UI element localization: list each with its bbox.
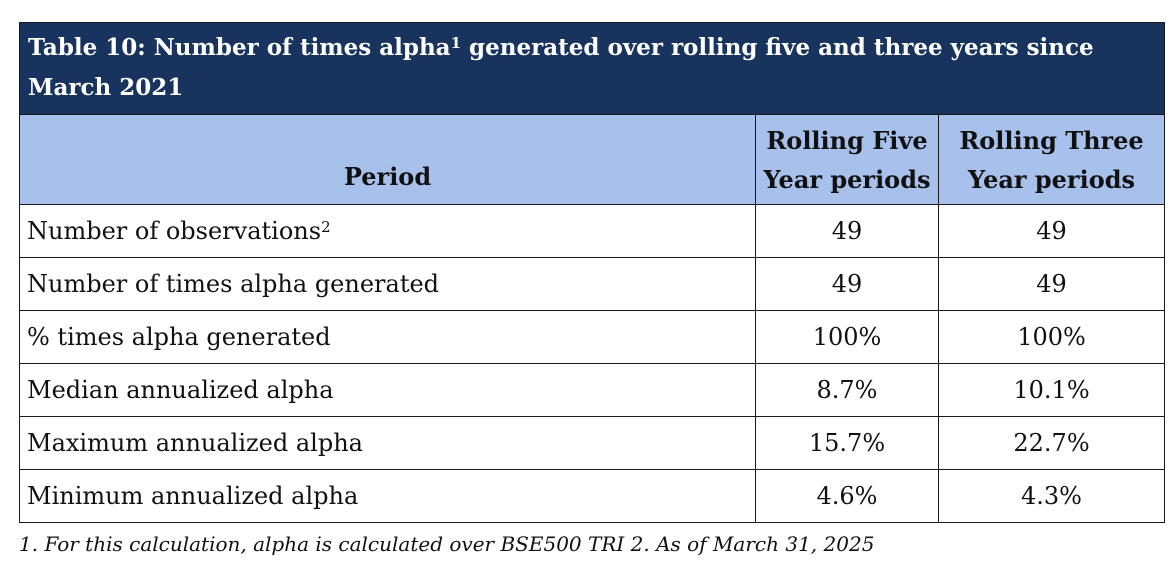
table-row: Number of observations2 49 49 (19, 204, 1166, 258)
footnote: 1. For this calculation, alpha is calcul… (19, 532, 875, 556)
caption-text-after: generated over rolling five and three ye… (28, 33, 1094, 101)
row-label: Number of times alpha generated (19, 257, 756, 311)
row-label: Number of observations2 (19, 204, 756, 258)
header-period: Period (19, 114, 756, 205)
table-row: % times alpha generated 100% 100% (19, 310, 1166, 364)
cell-rolling-three: 10.1% (937, 363, 1166, 417)
caption-row: Table 10: Number of times alpha1 generat… (18, 22, 1166, 115)
cell-rolling-five: 4.6% (755, 469, 939, 523)
cell-rolling-three: 49 (937, 257, 1166, 311)
row-label: Maximum annualized alpha (19, 416, 756, 470)
row-label: % times alpha generated (19, 310, 756, 364)
table-container: Table 10: Number of times alpha1 generat… (18, 22, 1166, 523)
row-label: Median annualized alpha (19, 363, 756, 417)
row-label-superscript: 2 (321, 218, 331, 236)
table-row: Maximum annualized alpha 15.7% 22.7% (19, 416, 1166, 470)
table-row: Median annualized alpha 8.7% 10.1% (19, 363, 1166, 417)
cell-rolling-five: 49 (755, 257, 939, 311)
row-label-text: Number of observations (27, 217, 322, 245)
table-row: Number of times alpha generated 49 49 (19, 257, 1166, 311)
cell-rolling-three: 22.7% (937, 416, 1166, 470)
caption-text: Table 10: Number of times alpha (28, 33, 451, 61)
table-caption: Table 10: Number of times alpha1 generat… (18, 22, 1166, 115)
alpha-table: Table 10: Number of times alpha1 generat… (18, 22, 1166, 523)
caption-superscript: 1 (450, 33, 462, 52)
cell-rolling-five: 49 (755, 204, 939, 258)
cell-rolling-three: 49 (937, 204, 1166, 258)
header-row: Period Rolling Five Year periods Rolling… (19, 114, 1166, 205)
cell-rolling-three: 4.3% (937, 469, 1166, 523)
cell-rolling-five: 15.7% (755, 416, 939, 470)
cell-rolling-three: 100% (937, 310, 1166, 364)
header-rolling-five: Rolling Five Year periods (755, 114, 939, 205)
table-row: Minimum annualized alpha 4.6% 4.3% (19, 469, 1166, 523)
cell-rolling-five: 100% (755, 310, 939, 364)
cell-rolling-five: 8.7% (755, 363, 939, 417)
header-rolling-three: Rolling Three Year periods (937, 114, 1166, 205)
row-label: Minimum annualized alpha (19, 469, 756, 523)
